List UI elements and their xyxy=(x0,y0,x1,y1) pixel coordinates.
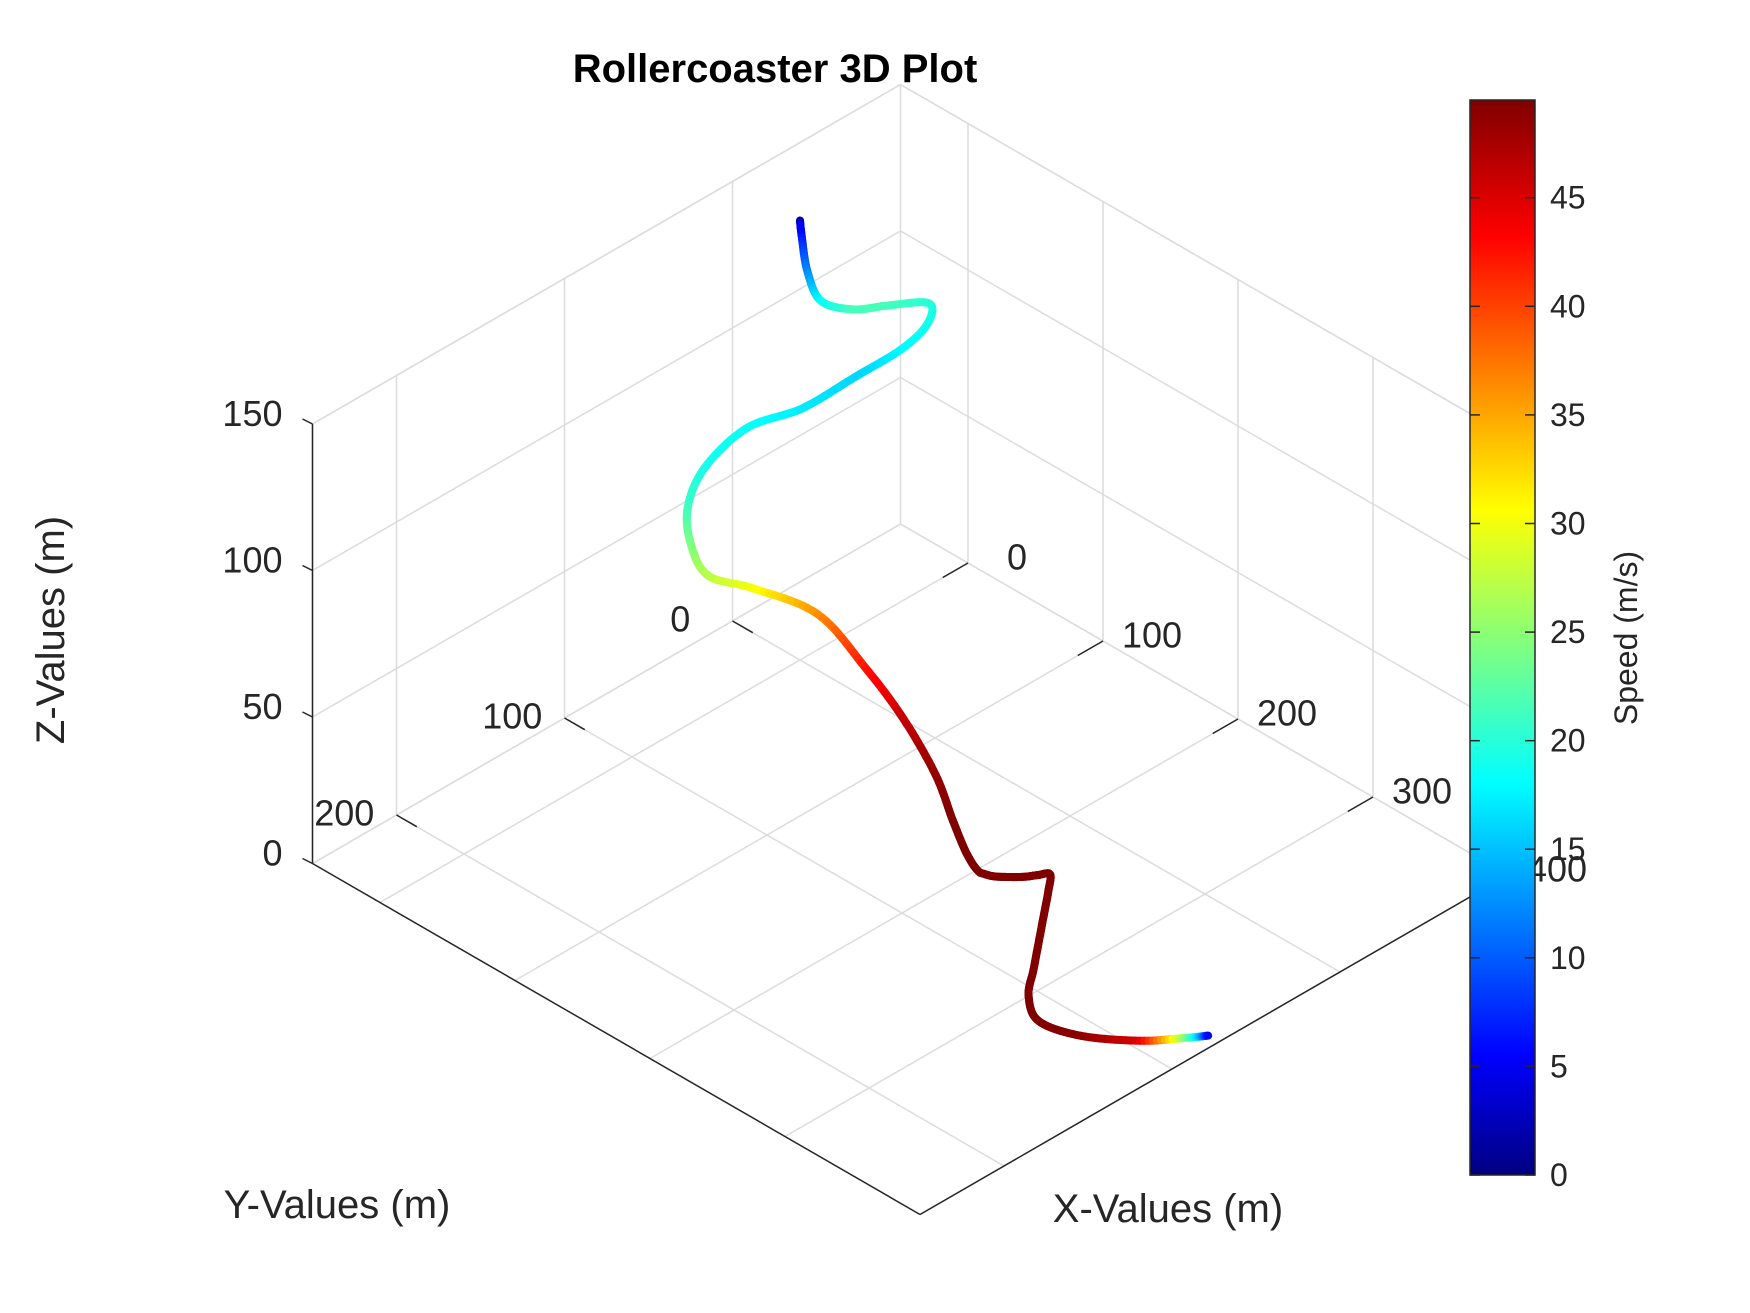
z-tick-mark xyxy=(302,564,313,572)
y-axis-line xyxy=(312,862,921,1216)
colorbar-gradient xyxy=(1469,99,1536,1176)
colorbar-tick-label: 35 xyxy=(1550,397,1586,433)
z-axis-label: Z-Values (m) xyxy=(29,516,73,744)
x-tick-label: 0 xyxy=(1007,537,1027,578)
z-tick-mark xyxy=(302,418,313,425)
colorbar-tick-label: 30 xyxy=(1550,506,1586,542)
axes-grid xyxy=(311,83,1509,1216)
x-tick-mark xyxy=(942,562,969,579)
x-tick-label: 400 xyxy=(1527,849,1587,890)
z-tick-mark xyxy=(302,711,313,718)
grid-line-x xyxy=(649,718,1239,1060)
y-tick-label: 200 xyxy=(314,793,374,834)
pane-edge xyxy=(900,83,1509,437)
y-tick-label: 0 xyxy=(670,599,690,640)
y-tick-mark xyxy=(396,814,418,828)
axis-ticks: 0 100 200 300 400 0 100 200 0 50 100 150 xyxy=(222,393,1587,891)
x-tick-label: 300 xyxy=(1392,771,1452,812)
grid-line-y xyxy=(564,717,1173,1070)
colorbar-ticks: 0 5 10 15 20 25 30 35 40 45 xyxy=(1470,180,1586,1193)
rollercoaster-track xyxy=(682,216,1213,1045)
x-tick-label: 200 xyxy=(1257,693,1317,734)
z-tick-label: 150 xyxy=(222,393,282,434)
z-tick-label: 50 xyxy=(242,686,282,727)
grid-line-z xyxy=(900,230,1509,583)
x-tick-mark xyxy=(1347,796,1374,813)
x-tick-mark xyxy=(1077,640,1104,657)
grid-line-y xyxy=(732,620,1341,973)
z-tick-label: 100 xyxy=(222,540,282,581)
y-axis-label: Y-Values (m) xyxy=(224,1183,451,1227)
colorbar-tick-label: 5 xyxy=(1550,1048,1568,1084)
grid-line-z xyxy=(900,376,1509,730)
grid-line-y xyxy=(396,814,1005,1167)
colorbar-label: Speed (m/s) xyxy=(1608,551,1644,725)
axes-lines xyxy=(311,424,1509,1216)
y-tick-label: 100 xyxy=(482,696,542,737)
x-tick-label: 100 xyxy=(1122,615,1182,656)
x-axis-label: X-Values (m) xyxy=(1053,1187,1283,1231)
colorbar-tick-label: 10 xyxy=(1550,940,1586,976)
colorbar-tick-label: 40 xyxy=(1550,288,1586,324)
pane-edge xyxy=(312,83,901,425)
chart-title: Rollercoaster 3D Plot xyxy=(573,47,978,91)
pane-edge xyxy=(900,523,1509,876)
colorbar: 0 5 10 15 20 25 30 35 40 45 Speed (m/s) xyxy=(1469,99,1644,1193)
x-tick-mark xyxy=(1212,718,1239,735)
y-tick-mark xyxy=(732,620,754,634)
grid-line-x xyxy=(784,796,1374,1138)
grid-line-z xyxy=(312,376,901,718)
colorbar-tick-label: 0 xyxy=(1550,1157,1568,1193)
y-tick-mark xyxy=(564,717,586,731)
grid-line-z xyxy=(312,230,901,572)
z-tick-mark xyxy=(302,857,313,865)
z-tick-label: 0 xyxy=(262,833,282,874)
grid-line-x xyxy=(379,562,969,904)
x-axis-line xyxy=(919,874,1509,1216)
colorbar-tick-label: 25 xyxy=(1550,614,1586,650)
pane-edge xyxy=(312,523,901,865)
colorbar-tick-label: 15 xyxy=(1550,831,1586,867)
colorbar-tick-label: 45 xyxy=(1550,180,1586,216)
grid-line-x xyxy=(514,640,1104,982)
colorbar-tick-label: 20 xyxy=(1550,723,1586,759)
